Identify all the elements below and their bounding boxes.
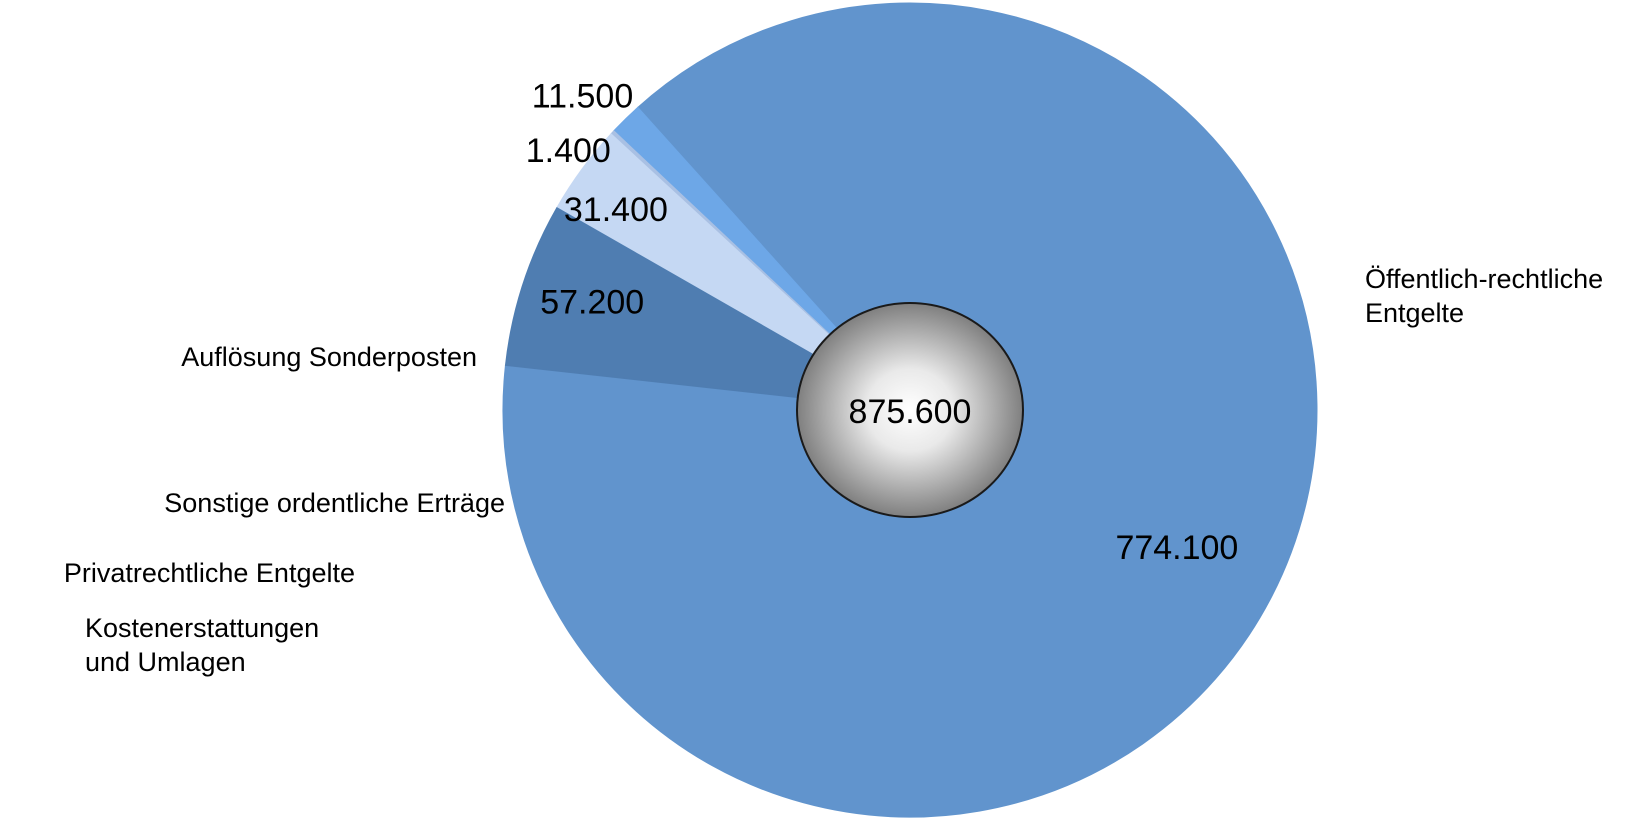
slice-category-label: Öffentlich-rechtliche Entgelte: [1365, 264, 1603, 328]
slice-category-label-line: Auflösung Sonderposten: [181, 342, 477, 372]
slice-category-label-line: Entgelte: [1365, 298, 1464, 328]
slice-value-label: 1.400: [526, 132, 611, 170]
slice-category-label: Sonstige ordentliche Erträge: [164, 488, 505, 518]
value-labels: 774.100 11.500 1.400 31.400 57.200: [526, 77, 1239, 567]
total-value-label: 875.600: [849, 393, 972, 431]
slice-value-label: 57.200: [540, 284, 644, 322]
slice-category-label: Auflösung Sonderposten: [181, 342, 477, 372]
slice-category-label-line: und Umlagen: [85, 647, 246, 677]
pie-slice: [504, 206, 911, 411]
slice-value-label: 11.500: [532, 77, 633, 115]
total-center-disc: [796, 302, 1024, 518]
slice-category-label-line: Kostenerstattungen: [85, 613, 319, 643]
slice-category-label-line: Privatrechtliche Entgelte: [64, 558, 355, 588]
slice-category-label-line: Sonstige ordentliche Erträge: [164, 488, 505, 518]
slice-category-label: Privatrechtliche Entgelte: [64, 558, 355, 588]
category-labels: Öffentlich-rechtliche Entgelte Privatrecht…: [64, 264, 1603, 677]
slice-value-label: 774.100: [1115, 529, 1238, 567]
slice-category-label: Kostenerstattungen und Umlagen: [85, 613, 319, 677]
slice-value-label: 31.400: [564, 191, 668, 229]
slice-category-label-line: Öffentlich-rechtliche: [1365, 264, 1603, 294]
